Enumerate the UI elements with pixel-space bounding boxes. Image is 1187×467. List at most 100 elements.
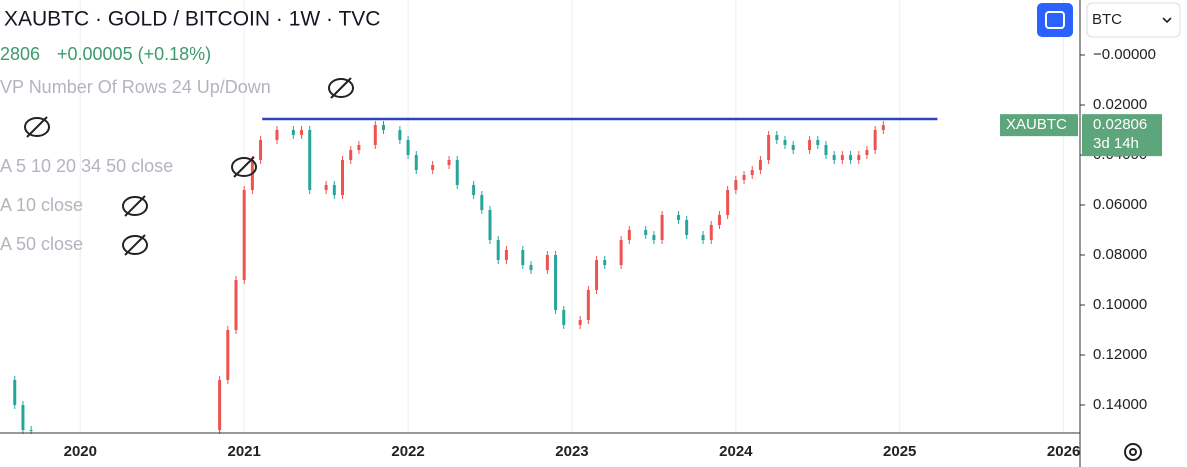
candle [275, 130, 279, 140]
candle [218, 380, 222, 430]
y-tick-label: −0.00000 [1093, 46, 1156, 63]
candle [226, 330, 230, 380]
indicator-label: VP Number Of Rows 24 Up/Down [0, 77, 271, 97]
settings-icon [1124, 443, 1142, 461]
candle [291, 130, 295, 135]
candle [742, 175, 746, 180]
candle [849, 155, 853, 160]
candle [357, 145, 361, 150]
indicator-label: A 50 close [0, 234, 83, 254]
candle [857, 155, 861, 160]
candle [840, 155, 844, 160]
hide-icon-slash [330, 77, 352, 99]
candle [865, 150, 869, 155]
candle [447, 160, 451, 165]
candle [644, 230, 648, 235]
axis-panel [1080, 0, 1187, 467]
candles [13, 121, 885, 434]
candle [717, 215, 721, 225]
candle [603, 260, 607, 265]
candle [676, 215, 680, 220]
candle [529, 265, 533, 270]
candle [816, 140, 820, 145]
candle [431, 165, 435, 170]
price-tag [1082, 114, 1162, 157]
hide-icon[interactable] [24, 117, 50, 137]
hide-icon[interactable] [328, 78, 354, 98]
change: +0.00005 (+0.18%) [57, 44, 211, 64]
candle [13, 380, 17, 405]
x-tick-label: 2026 [1047, 443, 1080, 460]
symbol-tag-label: XAUBTC [1006, 116, 1067, 133]
candle [808, 140, 812, 150]
candle [562, 310, 566, 325]
candle [373, 125, 377, 145]
y-tick-label: 0.02000 [1093, 96, 1147, 113]
candle [21, 405, 25, 430]
candle [767, 135, 771, 160]
candle [545, 255, 549, 270]
candle [349, 150, 353, 160]
price: 2806 [0, 44, 40, 64]
candle [414, 155, 418, 170]
candle [381, 125, 385, 130]
currency-select[interactable] [1086, 2, 1181, 38]
candle [652, 235, 656, 240]
toggle-button[interactable] [1037, 3, 1073, 37]
hide-icon[interactable] [231, 157, 257, 177]
x-tick-label: 2025 [883, 443, 916, 460]
hide-icon-slash [124, 195, 146, 217]
candle [324, 185, 328, 190]
hide-icon[interactable] [122, 196, 148, 216]
y-tick-label: 0.10000 [1093, 296, 1147, 313]
candle [406, 140, 410, 155]
currency: BTC [1092, 11, 1122, 28]
x-tick-label: 2021 [228, 443, 261, 460]
candle [480, 195, 484, 210]
candle [627, 230, 631, 240]
toggle-icon [1045, 11, 1065, 29]
chevron [1162, 17, 1172, 24]
candle [496, 240, 500, 260]
candle [488, 210, 492, 240]
x-tick-label: 2022 [391, 443, 424, 460]
hide-icon-slash [124, 234, 146, 256]
candle [619, 240, 623, 265]
candle [791, 145, 795, 150]
settings-icon [1129, 448, 1137, 456]
candle [332, 185, 336, 195]
candle [259, 140, 263, 160]
indicator-label: A 5 10 20 34 50 close [0, 156, 173, 176]
candle [775, 135, 779, 140]
x-tick-label: 2023 [555, 443, 588, 460]
candle [660, 215, 664, 240]
candle [701, 235, 705, 240]
candle [709, 225, 713, 240]
price-tag-label: 0.02806 [1093, 116, 1147, 133]
candle [29, 430, 33, 431]
symbol-tag [1000, 114, 1078, 137]
y-tick-label: 0.08000 [1093, 246, 1147, 263]
candle [234, 280, 238, 330]
candle [726, 190, 730, 215]
candle [504, 250, 508, 260]
candle [734, 180, 738, 190]
candle [824, 145, 828, 155]
candle [832, 155, 836, 160]
title: XAUBTC · GOLD / BITCOIN · 1W · TVC [4, 8, 380, 31]
candle [341, 160, 345, 195]
hide-icon-slash [26, 116, 48, 138]
candle [398, 130, 402, 140]
candle [758, 160, 762, 170]
candle [685, 220, 689, 235]
candle [750, 170, 754, 175]
y-tick-label: 0.14000 [1093, 396, 1147, 413]
candle [586, 290, 590, 320]
candle [300, 130, 304, 135]
hide-icon[interactable] [122, 235, 148, 255]
candle [308, 130, 312, 190]
candle [783, 140, 787, 145]
candle [521, 250, 525, 265]
indicator-label: A 10 close [0, 195, 83, 215]
x-tick-label: 2020 [64, 443, 97, 460]
